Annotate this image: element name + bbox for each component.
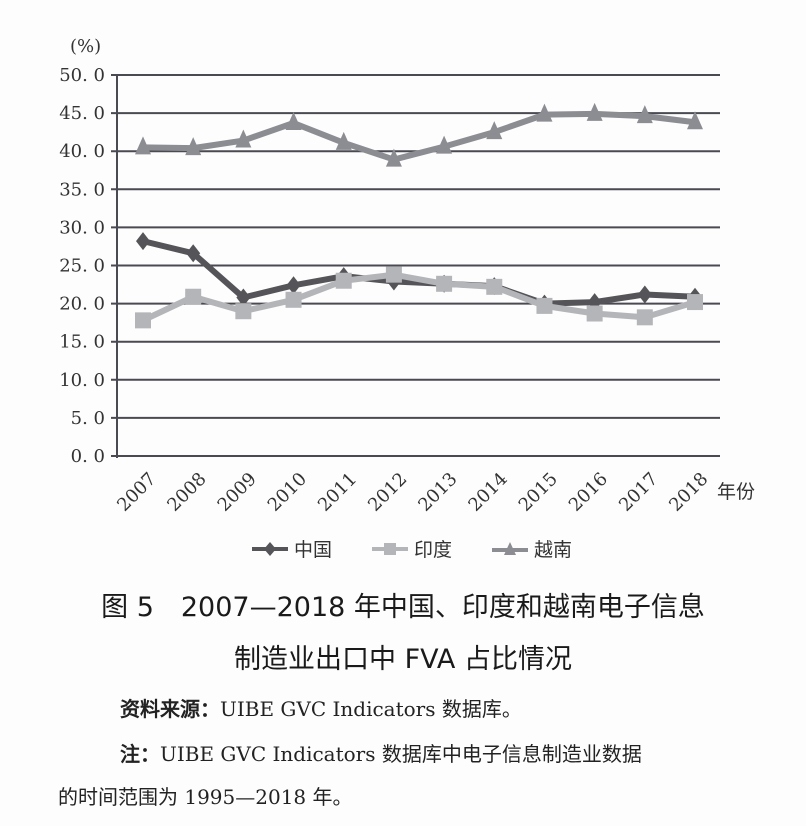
footnote-label: 注：	[120, 742, 160, 766]
x-tick-label: 2018	[665, 469, 712, 516]
figure-caption-line1: 图 5 2007—2018 年中国、印度和越南电子信息	[101, 592, 705, 623]
legend-label: 中国	[294, 539, 333, 561]
source-note: 资料来源：UIBE GVC Indicators 数据库。	[120, 693, 522, 722]
source-text: UIBE GVC Indicators 数据库。	[220, 697, 522, 721]
footnote-line2: 的时间范围为 1995—2018 年。	[58, 785, 353, 809]
y-tick-label: 35. 0	[59, 179, 105, 200]
y-tick-label: 10. 0	[59, 370, 105, 391]
legend-label: 越南	[534, 539, 573, 561]
y-tick-label: 15. 0	[59, 332, 105, 353]
y-axis-unit: (%)	[70, 36, 101, 57]
line-chart: 0. 0 5. 0 10. 0 15. 0 20. 0 25. 0 30. 0 35. 0 40…	[59, 36, 755, 516]
diamond-marker-icon	[252, 541, 288, 556]
y-tick-label: 40. 0	[59, 141, 105, 162]
x-tick-label: 2012	[364, 469, 411, 516]
chart-legend: 中国 印度 越南	[250, 535, 572, 562]
x-axis-ticks: 2007 2008 2009 2010 2011 2012 2013 2014 2015 2016…	[113, 469, 712, 516]
x-tick-label: 2008	[163, 469, 210, 516]
gridlines	[111, 74, 720, 458]
y-tick-label: 50. 0	[59, 65, 105, 86]
square-marker-icon	[372, 542, 409, 555]
triangle-marker-icon	[492, 541, 529, 555]
y-axis-ticks: 0. 0 5. 0 10. 0 15. 0 20. 0 25. 0 30. 0 35. 0 40…	[59, 65, 105, 467]
data-series	[135, 102, 703, 329]
source-label: 资料来源：	[120, 697, 220, 721]
legend-label: 印度	[414, 539, 453, 561]
series-印度	[135, 266, 703, 329]
x-tick-label: 2007	[113, 469, 160, 516]
y-tick-label: 45. 0	[59, 103, 105, 124]
y-tick-label: 5. 0	[71, 408, 105, 429]
x-tick-label: 2010	[264, 469, 311, 516]
x-tick-label: 2011	[314, 469, 361, 516]
series-越南	[135, 102, 703, 167]
x-tick-label: 2009	[214, 469, 261, 516]
y-tick-label: 0. 0	[71, 446, 105, 467]
legend-item-china: 中国	[250, 535, 332, 562]
x-tick-label: 2014	[464, 469, 511, 516]
footnote-text: UIBE GVC Indicators 数据库中电子信息制造业数据	[160, 742, 642, 766]
x-tick-label: 2013	[414, 469, 461, 516]
x-axis-unit: 年份	[717, 481, 755, 503]
series-中国	[136, 232, 702, 313]
figure-caption-line2: 制造业出口中 FVA 占比情况	[234, 644, 572, 675]
y-tick-label: 25. 0	[59, 256, 105, 277]
legend-item-india: 印度	[370, 535, 452, 562]
x-tick-label: 2017	[615, 469, 662, 516]
footnote-line1: 注：UIBE GVC Indicators 数据库中电子信息制造业数据	[120, 738, 642, 767]
legend-item-vietnam: 越南	[490, 535, 572, 562]
y-tick-label: 20. 0	[59, 294, 105, 315]
y-tick-label: 30. 0	[59, 217, 105, 238]
x-tick-label: 2016	[565, 469, 612, 516]
x-tick-label: 2015	[515, 469, 562, 516]
